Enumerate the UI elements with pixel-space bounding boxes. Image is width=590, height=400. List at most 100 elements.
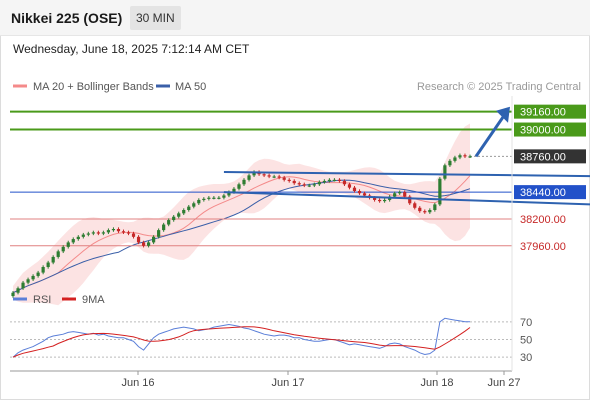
candle-body [36,272,40,276]
candle-body [141,242,146,246]
candle-body [362,193,367,196]
candle-body [342,180,347,185]
candle-body [448,160,452,166]
candle-body [81,234,85,237]
candle-body [282,177,286,180]
candle-body [357,191,362,194]
candle-body [31,275,35,280]
candle-body [86,233,90,235]
candle-body [106,230,111,233]
candle-body [157,230,161,237]
candle-body [146,242,151,246]
candle-body [187,206,191,210]
rsi-ma-legend-label: 9MA [82,294,105,306]
candle-body [433,204,437,210]
candle-body [237,184,241,189]
candle-body [327,179,331,182]
level-tag-38440.00 [514,185,586,200]
forecast-arrowhead [496,106,510,123]
level-value-38440.00: 38440.00 [520,187,566,199]
ma50-legend-label: MA 50 [175,81,206,93]
rsi-line [12,317,470,358]
candle-body [337,179,342,182]
rsi-ma-line [12,326,471,358]
candle-body [207,197,211,199]
candle-body [162,224,166,231]
candle-body [202,198,206,201]
level-tag-39000.00 [514,122,586,137]
candle-body [403,192,407,197]
candle-body [177,213,181,217]
candle-body [111,229,116,231]
candle-body [96,232,100,234]
candle-body [46,262,50,267]
candle-body [121,231,126,233]
candle-body [71,239,75,243]
candle-body [56,251,60,257]
candle-body [352,187,357,191]
candle-body [212,197,216,199]
x-tick-label-Jun-17: Jun 17 [271,377,304,389]
bollinger-band [13,123,470,306]
candle-body [372,197,377,200]
rsi-legend-label: RSI [33,294,51,306]
candle-body [453,157,457,161]
candle-body [222,195,226,198]
candle-body [227,192,231,196]
candle-body [438,178,442,205]
candle-body [393,193,397,197]
candle-body [312,184,316,186]
candle-body [232,188,236,193]
candle-body [408,196,412,204]
candle-body [302,184,306,186]
ma50-line [12,179,471,294]
candle-body [267,175,271,177]
candle-body [277,176,281,178]
candle-body [11,292,15,297]
candle-body [66,242,70,247]
candle-body [332,179,337,182]
candle-body [172,216,176,221]
x-tick-label-Jun-18: Jun 18 [420,377,453,389]
candle-body [458,155,462,158]
candle-body [116,229,121,232]
candle-body [398,192,402,194]
timeframe-badge[interactable]: 30 MIN [130,6,181,30]
candle-body [16,288,20,293]
candle-body [242,179,246,185]
x-tick-label-Jun-27: Jun 27 [487,377,520,389]
level-tag-38760.00 [514,149,586,164]
research-credit: Research © 2025 Trading Central [417,81,581,93]
candle-body [41,267,45,273]
report-datetime: Wednesday, June 18, 2025 7:12:14 AM CET [13,42,250,56]
candle-body [61,246,65,252]
candle-body [272,176,276,178]
forecast-arrow [474,111,508,158]
candle-body [217,197,221,199]
rsi-level-label-50: 50 [520,335,532,347]
candle-body [347,184,352,188]
candle-body [76,236,80,240]
candle-body [413,203,417,208]
candle-body [131,233,136,237]
candle-body [247,175,251,180]
candle-body [126,232,131,234]
candle-body [21,282,25,289]
channel-line-1 [223,171,590,178]
level-tag-39160.00 [514,104,586,119]
candle-body [51,256,55,263]
candle-body [292,180,296,184]
candle-body [307,185,311,187]
channel-line-2 [223,191,590,206]
level-value-38760.00: 38760.00 [520,151,566,163]
candle-body [383,199,387,202]
candle-body [167,220,171,225]
candle-body [468,156,472,158]
candle-body [428,210,432,213]
level-value-39160.00: 39160.00 [520,107,566,119]
level-value-37960.00: 37960.00 [520,241,566,253]
candle-body [378,199,382,202]
candle-body [443,165,447,179]
candle-body [192,203,196,207]
